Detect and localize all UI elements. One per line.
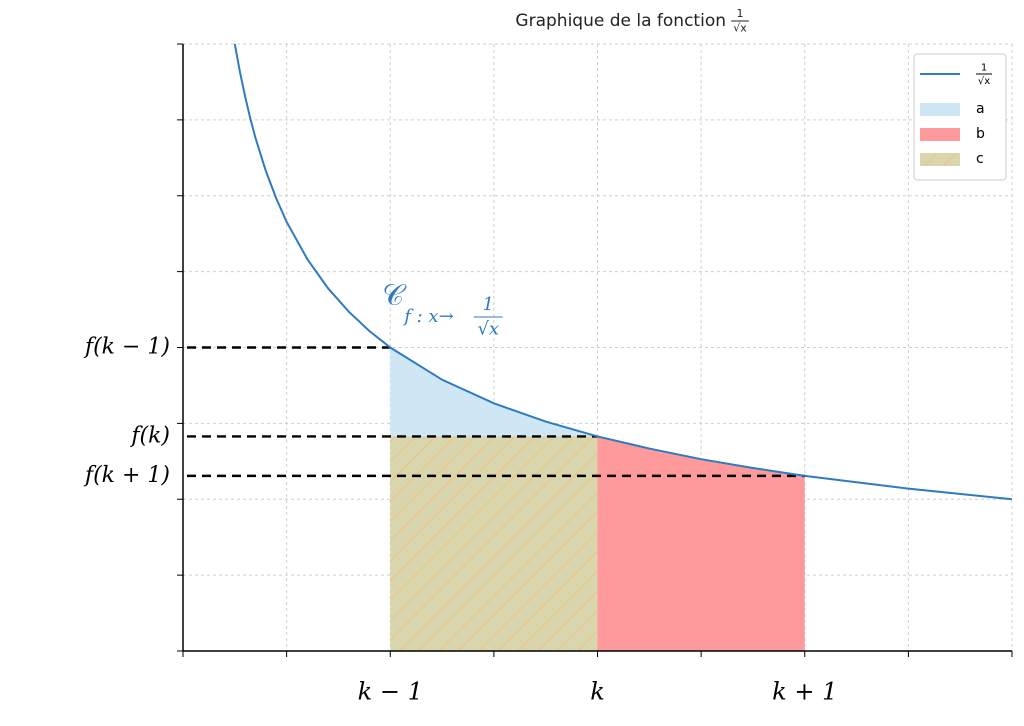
region (597, 436, 805, 651)
annotation-symbol: 𝒞 (382, 278, 407, 313)
fraction-numerator: 1 (981, 63, 987, 74)
x-tick-label: k − 1 (358, 678, 423, 706)
region (390, 347, 598, 437)
fraction: 1 √x (473, 294, 503, 340)
legend-label: a (976, 101, 985, 117)
annotation-subscript: f : x→ (402, 306, 453, 327)
fraction-denominator: √x (477, 319, 499, 340)
fraction: 1 √x (731, 7, 749, 35)
y-tick-label: f(k − 1) (83, 335, 170, 360)
chart-title: Graphique de la fonction (515, 11, 726, 31)
legend-label: b (976, 126, 985, 142)
y-tick-label: f(k) (129, 423, 170, 448)
legend-swatch-hatch (920, 153, 960, 166)
legend-swatch (920, 103, 960, 116)
fraction-numerator: 1 (737, 7, 744, 20)
legend-swatch (920, 128, 960, 141)
fraction: 1 √x (976, 63, 992, 87)
fraction-denominator: √x (978, 76, 990, 87)
x-tick-label: k + 1 (772, 678, 837, 706)
legend-box (913, 53, 1007, 181)
curve (233, 43, 1013, 501)
y-tick-label: f(k + 1) (83, 463, 170, 488)
region-hatch (390, 436, 598, 651)
fraction-denominator: √x (733, 22, 747, 35)
legend-label: c (976, 151, 984, 167)
x-tick-label: k (590, 678, 605, 706)
fraction-numerator: 1 (483, 294, 494, 315)
